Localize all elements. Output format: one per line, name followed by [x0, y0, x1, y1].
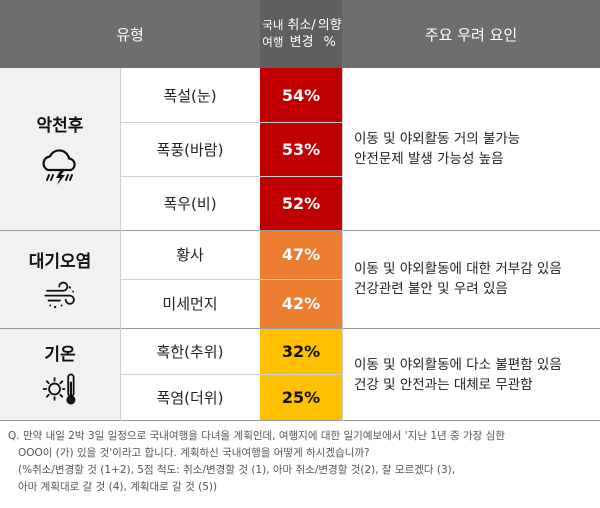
footnote-line: 아마 계획대로 갈 것 (4), 계획대로 갈 것 (5)) [18, 481, 218, 493]
header-percent-line2: 취소/변경 [287, 18, 316, 50]
group-divider [0, 230, 600, 231]
item-heat-wave: 폭염(더위) [120, 374, 260, 421]
group-label: 악천후 [36, 115, 84, 136]
pct-heavy-snow: 54% [260, 68, 342, 122]
pct-yellow-dust: 47% [260, 230, 342, 279]
header-reason: 주요 우려 요인 [342, 0, 600, 68]
column-divider [120, 68, 121, 421]
item-yellow-dust: 황사 [120, 230, 260, 279]
row-divider [120, 279, 342, 280]
header-percent: 국내여행 취소/변경 의향 % [260, 0, 342, 68]
table-bottom-border [0, 420, 600, 421]
reason-air-pollution: 이동 및 야외활동에 대한 거부감 있음 건강관련 불안 및 우려 있음 [342, 230, 600, 328]
header-percent-line1: 국내여행 [262, 18, 284, 49]
item-cold-wave: 혹한(추위) [120, 328, 260, 374]
header-type: 유형 [0, 0, 260, 68]
pct-cold-wave: 32% [260, 328, 342, 374]
pct-fine-dust: 42% [260, 279, 342, 328]
column-divider [342, 68, 343, 421]
group-air-pollution: 대기오염 [0, 230, 120, 328]
reason-temperature: 이동 및 야외활동에 다소 불편함 있음 건강 및 안전과는 대체로 무관함 [342, 328, 600, 421]
row-divider [120, 374, 342, 375]
footnote-line: (%취소/변경할 것 (1+2), 5점 척도: 취소/변경할 것 (1), 아… [18, 464, 456, 476]
item-storm: 폭풍(바람) [120, 122, 260, 176]
reason-bad-weather: 이동 및 야외활동 거의 불가능 안전문제 발생 가능성 높음 [342, 68, 600, 230]
group-label: 기온 [44, 345, 76, 365]
pct-storm: 53% [260, 122, 342, 176]
row-divider [120, 176, 342, 177]
reason-line: 안전문제 발생 가능성 높음 [354, 151, 504, 167]
storm-cloud-icon [42, 148, 76, 185]
travel-cancellation-table: 유형 국내여행 취소/변경 의향 % 주요 우려 요인 악천후 폭설(눈) 폭풍… [0, 0, 600, 421]
footnote-line: OOO이 (가) 있을 것'이라고 합니다. 계획하신 국내여행을 어떻게 하시… [18, 447, 370, 459]
reason-line: 이동 및 야외활동에 다소 불편함 있음 [354, 356, 562, 373]
item-fine-dust: 미세먼지 [120, 279, 260, 328]
survey-question-footnote: Q. 만약 내일 2박 3일 일정으로 국내여행을 다녀올 계획인데, 여행지에… [8, 428, 596, 496]
wind-dust-icon [44, 281, 75, 308]
group-bad-weather: 악천후 [0, 68, 120, 230]
group-divider [0, 328, 600, 329]
group-label: 대기오염 [28, 251, 92, 272]
pct-heavy-rain: 52% [260, 176, 342, 230]
reason-line: 건강 및 안전과는 대체로 무관함 [354, 376, 533, 393]
item-heavy-snow: 폭설(눈) [120, 68, 260, 122]
item-heavy-rain: 폭우(비) [120, 176, 260, 230]
reason-line: 이동 및 야외활동 거의 불가능 [354, 131, 521, 147]
reason-line: 건강관련 불안 및 우려 있음 [354, 281, 508, 297]
group-temperature: 기온 [0, 328, 120, 421]
pct-heat-wave: 25% [260, 374, 342, 421]
reason-line: 이동 및 야외활동에 대한 거부감 있음 [354, 261, 562, 277]
footnote-line: Q. 만약 내일 2박 3일 일정으로 국내여행을 다녀올 계획인데, 여행지에… [8, 430, 505, 442]
sun-thermometer-icon [42, 373, 76, 405]
row-divider [120, 122, 342, 123]
header-percent-line3: 의향 % [317, 18, 342, 50]
